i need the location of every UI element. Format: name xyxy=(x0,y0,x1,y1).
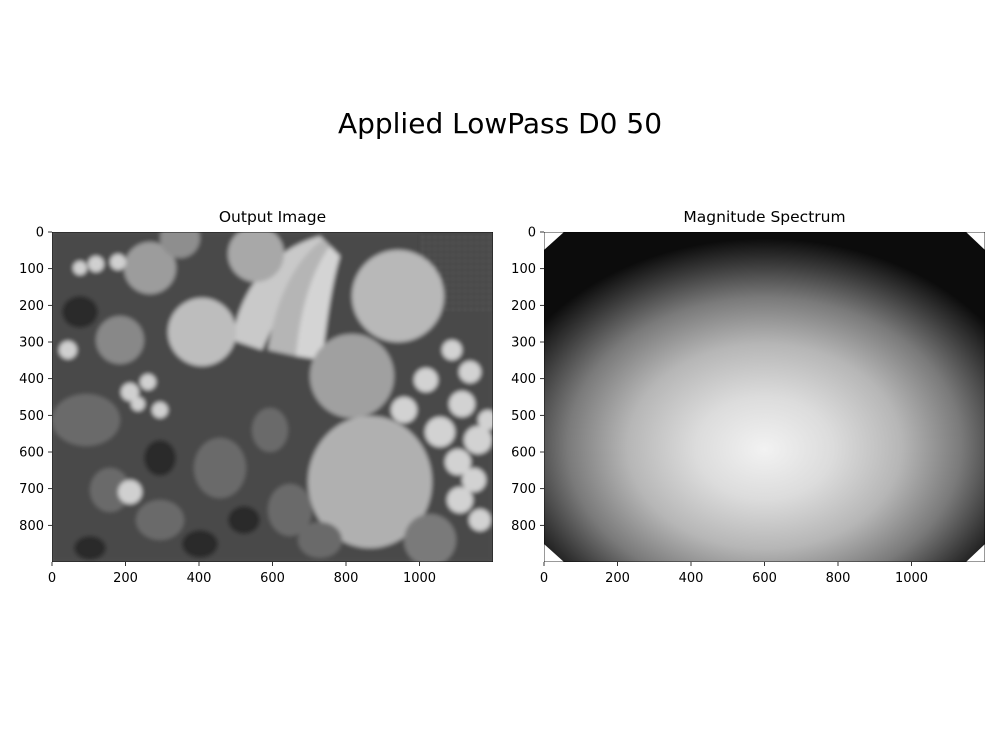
magnitude-spectrum-xtick-label: 0 xyxy=(540,571,548,586)
magnitude-spectrum-xtick-label: 400 xyxy=(679,571,704,586)
magnitude-spectrum-xtick-label: 1000 xyxy=(895,571,928,586)
magnitude-spectrum-ytick-label: 100 xyxy=(511,262,536,277)
output-image-ytick-label: 100 xyxy=(19,262,44,277)
magnitude-spectrum-ytick-label: 300 xyxy=(511,336,536,351)
output-image-xtick-label: 1000 xyxy=(403,571,436,586)
magnitude-spectrum-ytick-label: 400 xyxy=(511,372,536,387)
output-image-ytick-label: 800 xyxy=(19,519,44,534)
output-image-ytick-label: 0 xyxy=(36,226,44,241)
output-image-ytick-label: 700 xyxy=(19,482,44,497)
output-image-ytick-label: 300 xyxy=(19,336,44,351)
magnitude-spectrum-xtick-label: 200 xyxy=(605,571,630,586)
magnitude-spectrum-title: Magnitude Spectrum xyxy=(683,208,846,226)
output-image-xtick-label: 0 xyxy=(48,571,56,586)
output-image-ytick-label: 500 xyxy=(19,409,44,424)
output-image-ytick-label: 600 xyxy=(19,446,44,461)
output-image-title: Output Image xyxy=(218,208,327,226)
output-image-xtick-label: 800 xyxy=(334,571,359,586)
magnitude-spectrum-ytick-label: 0 xyxy=(528,226,536,241)
output-image-ytick-label: 200 xyxy=(19,299,44,314)
magnitude-spectrum-image xyxy=(544,232,985,562)
magnitude-spectrum-ytick-label: 200 xyxy=(511,299,536,314)
magnitude-spectrum-ytick-label: 700 xyxy=(511,482,536,497)
magnitude-spectrum-xtick-label: 800 xyxy=(826,571,851,586)
magnitude-spectrum-ytick-label: 500 xyxy=(511,409,536,424)
magnitude-spectrum-ytick-label: 600 xyxy=(511,446,536,461)
output-image-xtick-label: 200 xyxy=(113,571,138,586)
axes-layer: 0 200 400 600 800 100001002003004005006007008… xyxy=(19,226,928,587)
output-image-xtick-label: 600 xyxy=(260,571,285,586)
magnitude-spectrum-xtick-label: 600 xyxy=(752,571,777,586)
output-image-xtick-label: 400 xyxy=(187,571,212,586)
figure-title: Applied LowPass D0 50 xyxy=(337,107,663,140)
output-image xyxy=(52,232,493,562)
output-image-ytick-label: 400 xyxy=(19,372,44,387)
magnitude-spectrum-ytick-label: 800 xyxy=(511,519,536,534)
